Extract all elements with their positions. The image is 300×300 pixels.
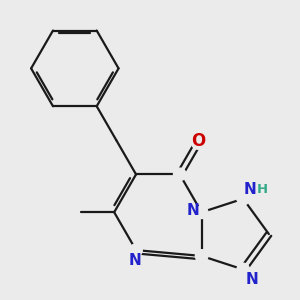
Text: N: N <box>129 254 142 268</box>
Circle shape <box>195 206 208 218</box>
Circle shape <box>130 244 142 256</box>
Circle shape <box>237 263 249 276</box>
Text: N: N <box>187 203 200 218</box>
Circle shape <box>195 250 208 262</box>
Text: N: N <box>244 182 257 197</box>
Circle shape <box>173 168 186 181</box>
Circle shape <box>237 193 249 205</box>
Text: H: H <box>256 183 268 196</box>
Text: O: O <box>191 132 206 150</box>
Circle shape <box>191 135 206 149</box>
Text: N: N <box>245 272 258 286</box>
